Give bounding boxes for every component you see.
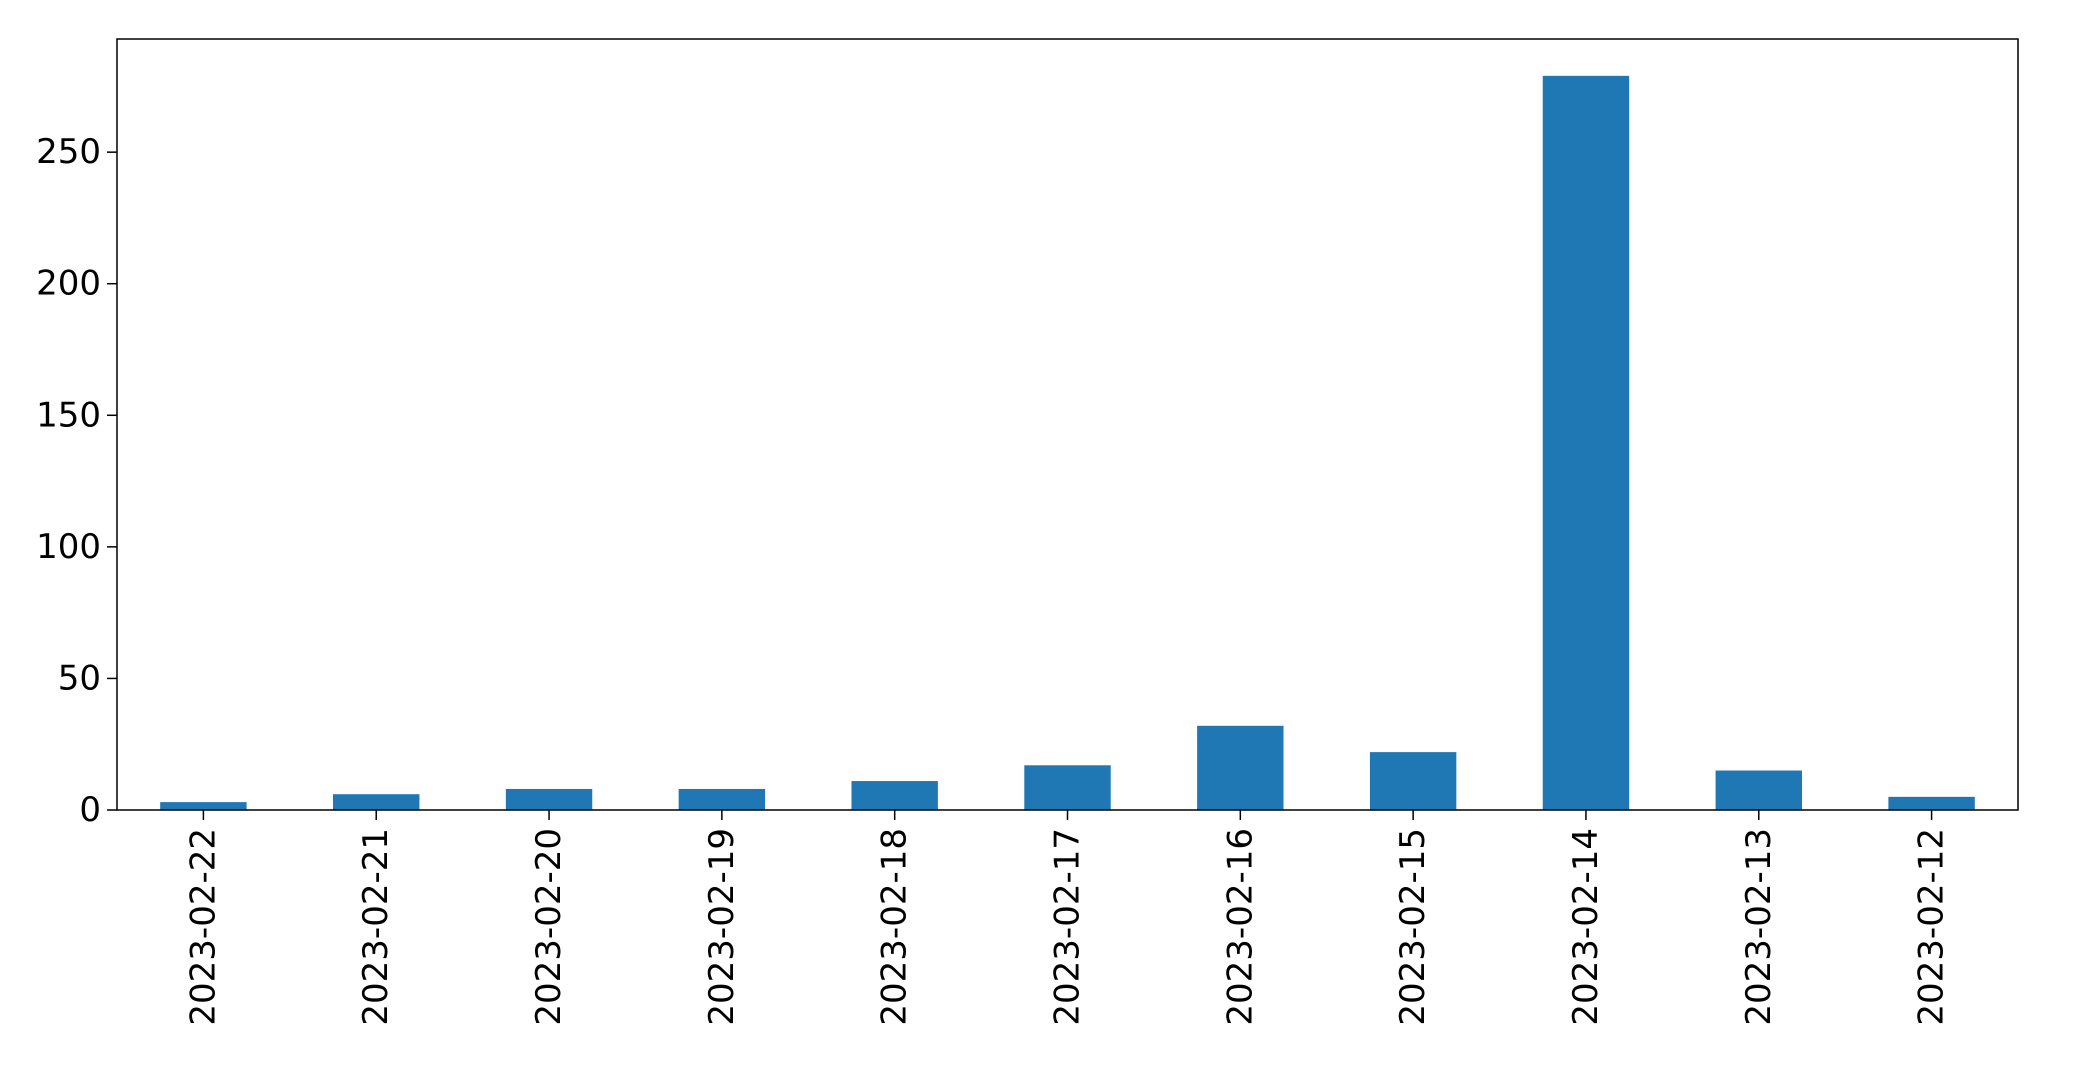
bar-2023-02-12 xyxy=(1888,796,1975,810)
x-tick-label: 2023-02-14 xyxy=(1566,828,1606,1026)
x-tick-label: 2023-02-20 xyxy=(529,828,569,1026)
y-tick-label: 250 xyxy=(36,132,101,172)
bar-2023-02-18 xyxy=(851,781,938,810)
bar-2023-02-16 xyxy=(1197,725,1284,810)
x-tick-label: 2023-02-21 xyxy=(356,828,396,1026)
bar-2023-02-22 xyxy=(160,802,247,810)
bar-2023-02-20 xyxy=(505,788,593,810)
y-tick-label: 0 xyxy=(79,790,101,830)
bar-2023-02-15 xyxy=(1369,752,1457,810)
x-tick-label: 2023-02-18 xyxy=(875,828,915,1026)
bar-2023-02-14 xyxy=(1542,75,1630,811)
x-tick-label: 2023-02-13 xyxy=(1739,828,1779,1026)
x-axis: 2023-02-22 2023-02-21 2023-02-20 2023-02-19… xyxy=(183,810,1952,1026)
x-tick-label: 2023-02-19 xyxy=(702,828,742,1026)
x-tick-label: 2023-02-16 xyxy=(1220,828,1260,1026)
x-tick-label: 2023-02-15 xyxy=(1393,828,1433,1026)
bar-2023-02-17 xyxy=(1024,765,1111,810)
y-tick-label: 50 xyxy=(58,658,101,698)
bar-2023-02-21 xyxy=(333,794,420,810)
y-tick-label: 200 xyxy=(36,264,101,304)
x-tick-label: 2023-02-22 xyxy=(183,828,223,1026)
plot-frame xyxy=(116,38,2019,811)
bar-2023-02-19 xyxy=(678,788,766,810)
y-axis: 0 50 100 150 200 250 xyxy=(36,132,117,830)
x-tick-label: 2023-02-12 xyxy=(1912,828,1952,1026)
bars xyxy=(160,75,1975,811)
y-tick-label: 150 xyxy=(36,395,101,435)
bar-2023-02-13 xyxy=(1715,770,1802,810)
x-tick-label: 2023-02-17 xyxy=(1048,828,1088,1026)
y-tick-label: 100 xyxy=(36,527,101,567)
